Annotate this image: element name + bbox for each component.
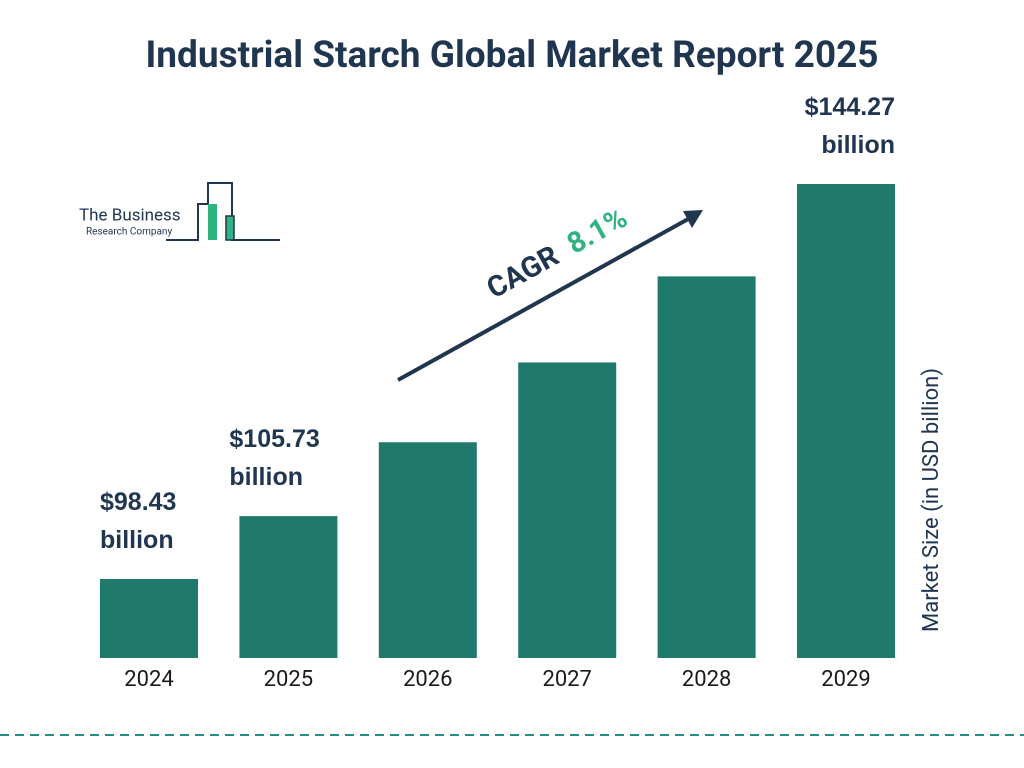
logo: The Business Research Company [79, 182, 280, 241]
y-axis-label: Market Size (in USD billion) [919, 368, 944, 632]
bar [797, 184, 895, 658]
x-tick-label: 2027 [542, 667, 591, 692]
bar [657, 276, 756, 658]
x-tick-label: 2025 [264, 667, 313, 692]
cagr-arrow [397, 216, 691, 382]
value-label-box: $98.43 billion [100, 488, 177, 554]
bar [518, 362, 617, 658]
x-tick-label: 2028 [682, 667, 731, 692]
cagr-annotation: CAGR 8.1% [397, 201, 703, 382]
logo-text: The Business [79, 205, 181, 225]
chart-title: Industrial Starch Global Market Report 2… [145, 34, 878, 77]
bar [378, 442, 477, 658]
arrow-head [683, 210, 703, 228]
x-tick-label: 2024 [124, 667, 173, 692]
value-label: $144.27 billion [804, 93, 895, 159]
x-tick-label: 2029 [821, 667, 870, 692]
value-label: $105.73 billion [229, 425, 320, 492]
bar [100, 579, 198, 658]
logo-subtext: Research Company [86, 227, 172, 238]
x-tick-label: 2026 [403, 667, 452, 692]
value-label-box: $105.73 billion [229, 425, 320, 492]
value-label: $98.43 billion [100, 488, 177, 554]
cagr-value: 8.1% [561, 201, 633, 261]
value-label-box: $144.27 billion [804, 93, 895, 159]
bar [239, 516, 338, 658]
